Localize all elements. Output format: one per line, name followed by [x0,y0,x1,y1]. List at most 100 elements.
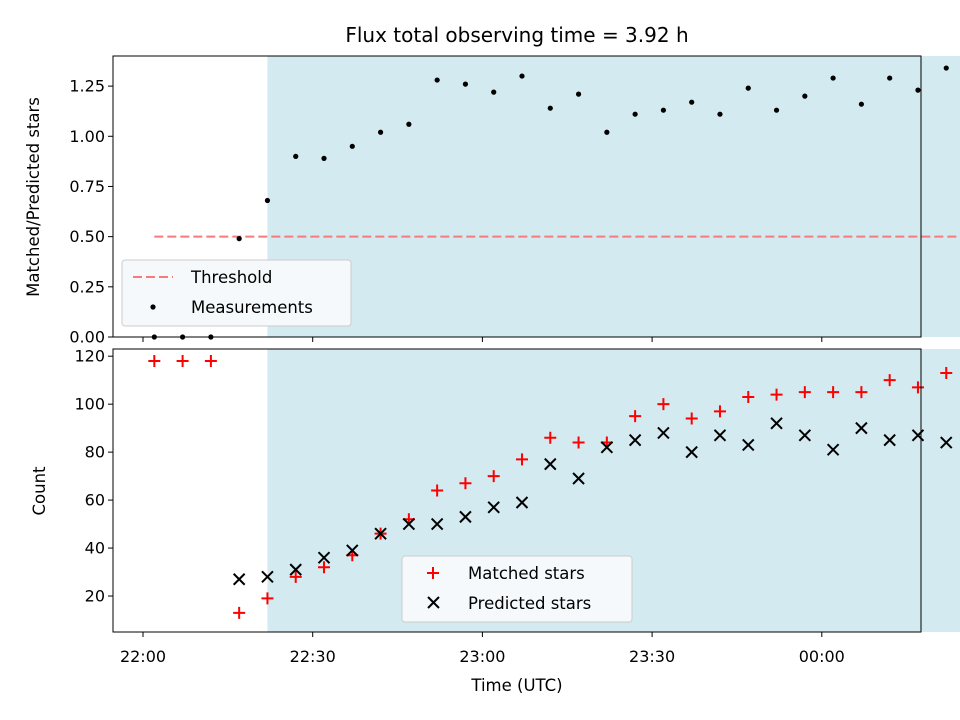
chart-title: Flux total observing time = 3.92 h [345,23,688,47]
matched-star-point [204,354,217,367]
predicted-star-point [261,570,274,584]
predicted-star-point [628,433,642,447]
top-y-ticks: 0.00 0.25 0.50 0.75 1.00 1.25 [69,77,113,347]
top-axes-frame [112,55,922,338]
predicted-star-point [798,429,812,442]
matched-star-point [572,436,585,449]
measurement-point [349,143,355,149]
matched-star-point [487,470,500,483]
bottom-panel: 20 40 60 80 100 120 22:00 22:30 23:00 23:30 00:00… [30,347,960,695]
matched-star-point [515,453,528,466]
y-tick-label: 1.25 [69,77,105,96]
matched-star-point [544,431,557,444]
y-tick-label: 0.25 [69,277,105,296]
bottom-x-ticks: 22:0022:3023:0023:3000:0000:3001:0001:30… [120,632,845,666]
predicted-star-point [487,501,500,514]
x-tick-label: 23:30 [629,647,675,666]
measurement-point [462,81,469,87]
measurement-point [377,129,384,135]
measurements-legend-swatch [150,304,156,310]
threshold-legend-label: Threshold [190,268,272,287]
matched-star-point [883,374,896,387]
x-tick-label: 00:00 [799,647,845,666]
predicted-star-point [600,441,614,454]
matched-star-point [855,386,868,399]
predicted-star-point [685,445,698,459]
y-tick-label: 0.75 [69,177,105,196]
matched-star-point [629,410,642,423]
measurement-point [717,111,723,117]
matched-star-point [318,561,331,574]
predicted-star-point [572,472,585,485]
matched-star-point [940,366,953,379]
measurement-point [491,89,497,95]
matched-star-point [713,405,726,418]
matched-star-point [742,390,755,403]
measurement-point [915,87,921,93]
y-tick-label: 0.50 [69,227,105,246]
measurement-point [830,75,836,81]
predicted-star-point [657,426,670,440]
predicted-star-point [770,417,783,430]
x-tick-label: 22:00 [120,647,166,666]
matched-legend-swatch [427,567,439,579]
measurement-point [236,236,242,242]
measurement-point [547,105,553,111]
top-legend-box [121,259,352,327]
predicted-star-point [232,573,246,586]
y-tick-label: 20 [85,587,105,606]
predicted-star-point [459,510,472,524]
predicted-star-point [713,429,727,442]
y-tick-label: 120 [74,347,105,366]
predicted-star-point [374,527,387,540]
matched-legend-label: Matched stars [468,564,585,583]
matched-star-point [176,354,189,367]
x-tick-label: 23:00 [459,647,505,666]
predicted-star-point [826,443,840,456]
predicted-star-point [430,517,444,531]
matched-star-point [289,570,302,583]
matched-star-point [798,386,811,399]
predicted-star-point [940,436,953,449]
measurement-points [151,65,949,340]
matched-star-point [233,606,246,619]
measurement-point [943,65,949,71]
matched-star-point [148,354,161,367]
top-y-axis-label: Matched/Predicted stars [24,97,43,297]
measurement-point [264,197,271,204]
predicted-star-point [742,438,755,452]
matched-star-point [657,398,670,411]
predicted-legend-label: Predicted stars [468,594,591,613]
measurement-point [604,129,610,135]
matched-star-point [911,381,924,394]
predicted-star-point [317,551,331,564]
bottom-legend: Matched stars Predicted stars [401,555,633,623]
predicted-star-point [544,457,557,471]
measurement-point [632,111,638,117]
predicted-star-point [515,496,529,509]
matched-star-point [827,386,840,399]
matched-star-point [770,388,783,401]
predicted-star-point [402,517,416,531]
predicted-star-point [883,433,896,447]
measurements-legend-label: Measurements [191,298,313,317]
y-tick-label: 1.00 [69,127,105,146]
matched-star-point [431,484,444,497]
matched-star-point [459,477,472,490]
predicted-legend-swatch [427,596,440,609]
predicted-star-point [346,544,359,557]
top-panel: 0.00 0.25 0.50 0.75 1.00 1.25 Matched/Predict… [24,55,960,347]
predicted-star-point [289,563,302,576]
measurement-point [773,107,780,113]
measurement-point [802,93,808,99]
top-observing-interval-shade [267,56,960,337]
bottom-y-ticks: 20 40 60 80 100 120 [74,347,113,606]
measurement-point [745,85,751,91]
top-legend: Threshold Measurements [121,259,352,327]
matched-star-point [685,412,698,425]
measurement-point [887,75,893,81]
predicted-star-point [855,421,868,435]
bottom-axes-frame [112,348,922,633]
x-axis-label: Time (UTC) [470,676,562,695]
